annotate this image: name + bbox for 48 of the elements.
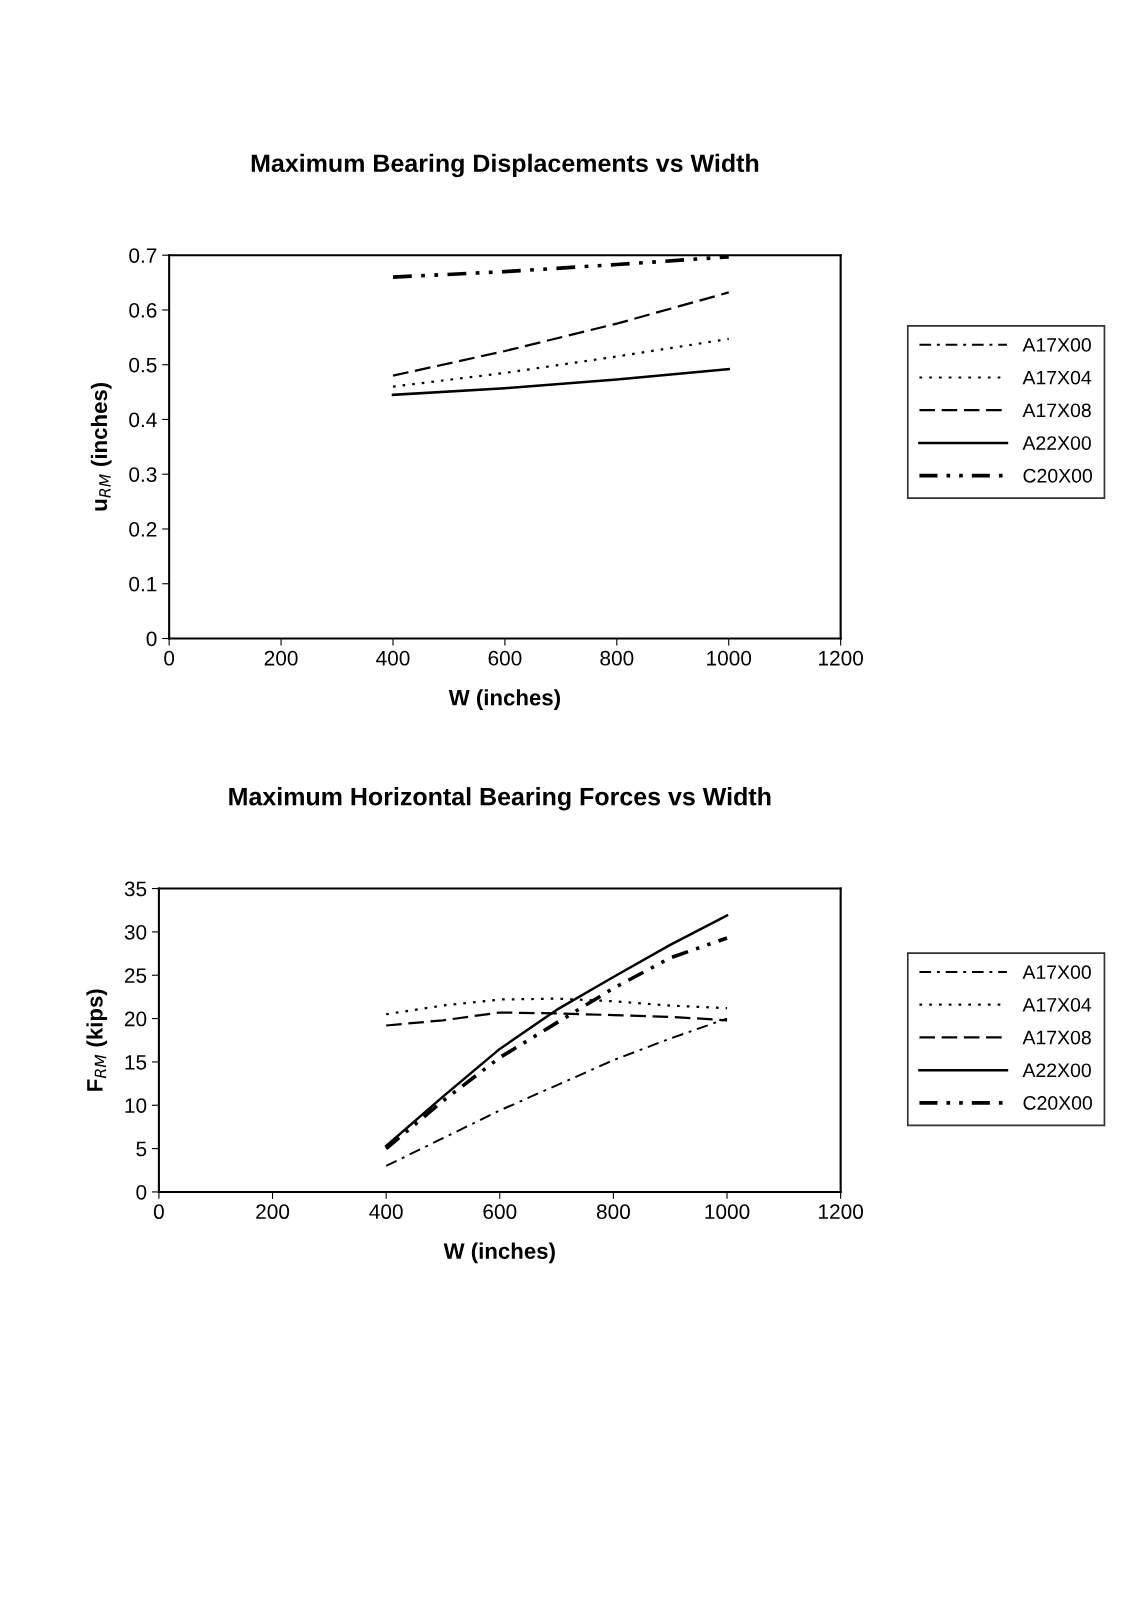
x-tick-label: 0 <box>164 650 175 666</box>
x-tick-label: 200 <box>264 650 298 666</box>
line-series <box>391 337 730 388</box>
legend-label: A17X00 <box>1022 338 1091 352</box>
x-tick-label: 600 <box>483 1204 517 1220</box>
y-axis-title: F$_{RM}$ (kips) <box>86 989 108 1091</box>
y-tick-label: 0.1 <box>129 576 157 592</box>
legend-label: A17X08 <box>1022 403 1091 418</box>
y-tick-label: 0.6 <box>129 302 157 318</box>
y-tick-label: 35 <box>124 881 147 897</box>
y-tick-label: 0.7 <box>129 248 157 263</box>
y-tick-label: 0 <box>146 631 157 647</box>
y-tick-label: 20 <box>124 1011 147 1027</box>
y-tick-label: 10 <box>125 1098 147 1114</box>
x-tick-label: 1200 <box>819 650 864 666</box>
x-tick-label: 200 <box>256 1204 290 1220</box>
y-axis-title: u$_{RM}$ (inches) <box>90 382 112 511</box>
chart-title: Maximum Horizontal Bearing Forces vs Width <box>229 787 771 811</box>
legend-label: A17X00 <box>1022 965 1091 980</box>
line-series <box>391 367 730 397</box>
y-tick-label: 15 <box>125 1055 147 1070</box>
y-tick-label: 0 <box>136 1184 147 1200</box>
legend-label: A22X00 <box>1022 1063 1091 1078</box>
x-tick-label: 600 <box>488 650 522 666</box>
x-tick-label: 800 <box>596 1204 630 1220</box>
x-tick-label: 1200 <box>819 1204 864 1220</box>
y-tick-label: 30 <box>124 924 147 940</box>
line-series <box>391 291 730 377</box>
x-axis-title: W (inches) <box>443 1242 555 1264</box>
x-tick-label: 1000 <box>707 650 752 666</box>
x-tick-label: 400 <box>376 650 410 666</box>
y-tick-label: 5 <box>136 1141 147 1157</box>
chart-title: Maximum Bearing Displacements vs Width <box>251 153 759 178</box>
y-tick-label: 0.3 <box>129 467 157 482</box>
x-tick-label: 800 <box>600 650 634 666</box>
y-tick-label: 25 <box>124 968 147 983</box>
legend-label: C20X00 <box>1023 468 1093 483</box>
x-tick-label: 1000 <box>705 1204 750 1220</box>
legend-label: C20X00 <box>1023 1096 1093 1110</box>
legend-label: A17X04 <box>1022 370 1092 385</box>
y-tick-label: 0.4 <box>129 412 157 428</box>
y-tick-label: 0.2 <box>129 521 157 537</box>
y-tick-label: 0.5 <box>129 357 157 373</box>
legend-label: A17X04 <box>1022 997 1092 1012</box>
legend-label: A17X08 <box>1022 1030 1091 1045</box>
legend-label: A22X00 <box>1022 436 1091 450</box>
x-tick-label: 400 <box>369 1204 403 1220</box>
x-axis-title: W (inches) <box>448 689 560 710</box>
